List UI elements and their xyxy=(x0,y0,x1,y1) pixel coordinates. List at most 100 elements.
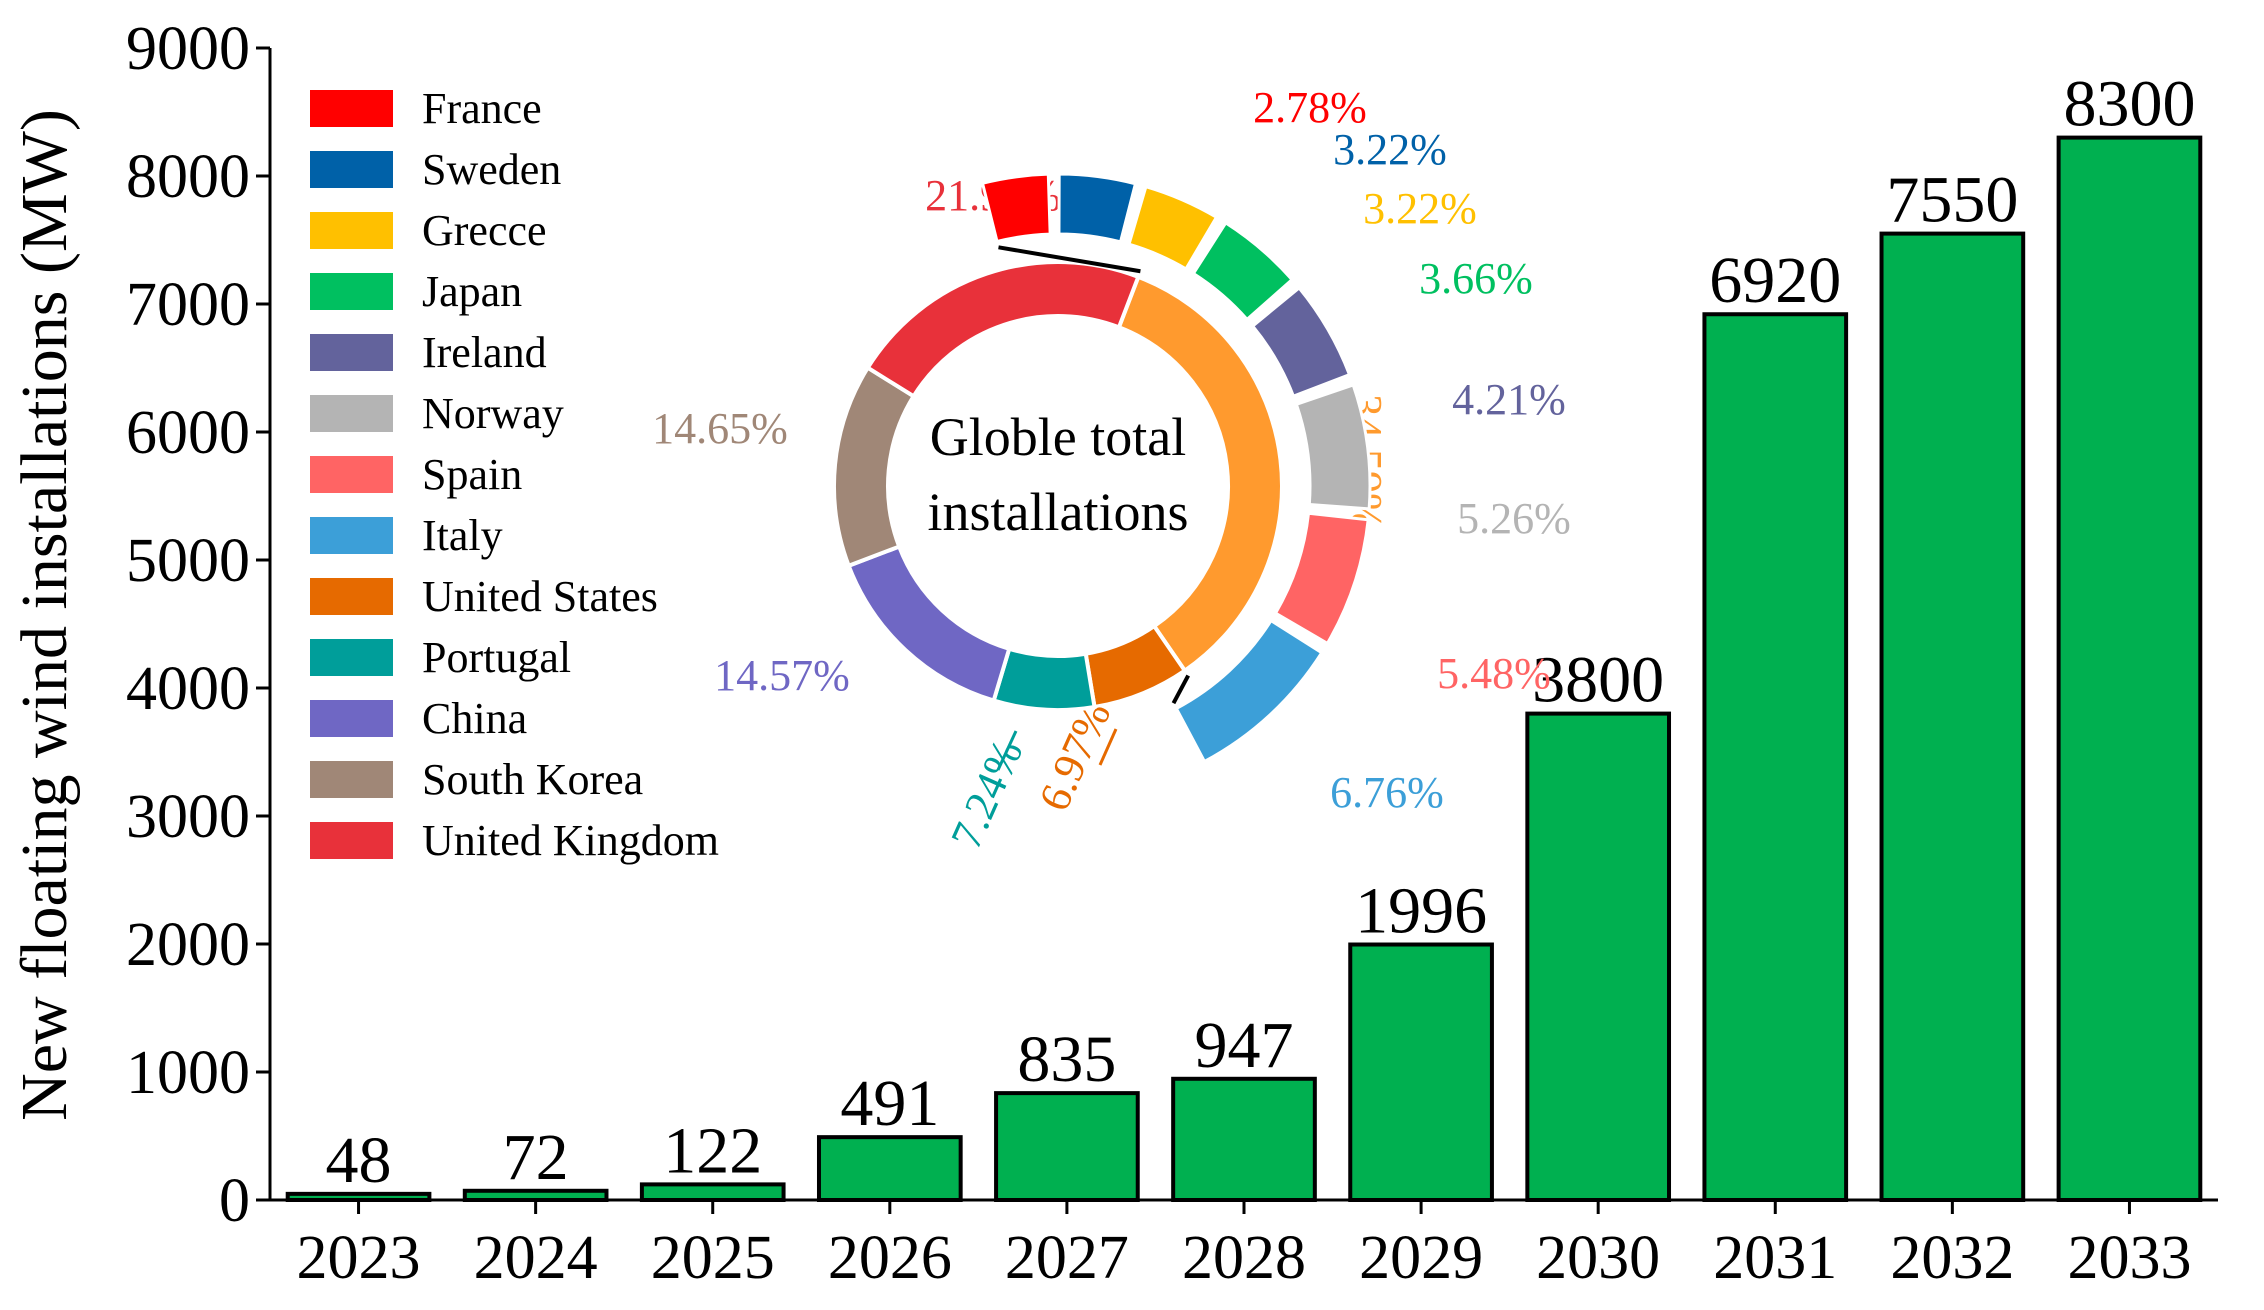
y-tick-label: 4000 xyxy=(126,655,250,723)
legend-label: Ireland xyxy=(422,328,547,377)
x-tick-label: 2030 xyxy=(1536,1224,1660,1292)
legend-label: France xyxy=(422,84,542,133)
donut-pct-label: 14.65% xyxy=(652,404,788,453)
y-tick-label: 9000 xyxy=(126,15,250,83)
breakdown-slice-sweden xyxy=(1057,172,1138,244)
bar-2026 xyxy=(816,1135,963,1202)
bar-2025 xyxy=(639,1182,786,1203)
legend-swatch xyxy=(310,212,393,249)
breakdown-slice-norway xyxy=(1294,383,1372,511)
bar-2031 xyxy=(1702,312,1849,1202)
y-tick-label: 3000 xyxy=(126,783,250,851)
legend-label: United Kingdom xyxy=(422,816,719,865)
y-tick-label: 8000 xyxy=(126,143,250,211)
legend: France Sweden Grecce Japan Ireland Norway Spai… xyxy=(310,84,719,865)
x-tick-label: 2031 xyxy=(1713,1224,1837,1292)
legend-label: Portugal xyxy=(422,633,571,682)
legend-swatch xyxy=(310,90,393,127)
legend-swatch xyxy=(310,639,393,676)
breakdown-slice-italy xyxy=(1174,618,1324,764)
legend-label: United States xyxy=(422,572,658,621)
donut-pct-label: 6.97% xyxy=(1029,694,1120,818)
legend-swatch xyxy=(310,456,393,493)
legend-swatch xyxy=(310,273,393,310)
legend-swatch xyxy=(310,761,393,798)
legend-label: Sweden xyxy=(422,145,561,194)
donut-chart: Globle total installations 34.59%6.97%7.… xyxy=(652,83,1571,856)
donut-center-line-1: Globle total xyxy=(930,407,1186,467)
x-tick-label: 2033 xyxy=(2067,1224,2191,1292)
legend-label: Norway xyxy=(422,389,564,438)
bar-2033 xyxy=(2056,135,2203,1203)
breakdown-slice-grecce xyxy=(1127,184,1219,271)
breakdown-pct-label: 5.48% xyxy=(1437,649,1551,698)
legend-swatch xyxy=(310,517,393,554)
leader-line xyxy=(996,730,1018,771)
breakdown-pct-label: 5.26% xyxy=(1457,494,1571,543)
donut-slice-portugal xyxy=(991,646,1097,712)
legend-swatch xyxy=(310,151,393,188)
bar-2032 xyxy=(1879,231,2026,1203)
legend-swatch xyxy=(310,334,393,371)
bar-value-label: 48 xyxy=(326,1124,392,1197)
donut-slice-others xyxy=(1116,274,1284,674)
bar-value-label: 947 xyxy=(1195,1009,1294,1082)
legend-swatch xyxy=(310,578,393,615)
connector-line xyxy=(998,245,1141,274)
bar-value-label: 491 xyxy=(840,1067,939,1140)
breakdown-pct-label: 3.22% xyxy=(1363,184,1477,233)
donut-pct-label: 14.57% xyxy=(714,651,850,700)
legend-label: Italy xyxy=(422,511,503,560)
axes: 0 1000 2000 3000 4000 5000 6000 7000 8000 9000 202… xyxy=(126,15,2218,1292)
legend-label: Grecce xyxy=(422,206,547,255)
legend-swatch xyxy=(310,700,393,737)
y-tick-label: 6000 xyxy=(126,399,250,467)
breakdown-slice-japan xyxy=(1191,220,1295,322)
x-tick-label: 2032 xyxy=(1890,1224,2014,1292)
bar-series: 48 72 122 491 835 947 1996 3800 6920 7550 8300 xyxy=(285,68,2203,1203)
x-tick-label: 2028 xyxy=(1182,1224,1306,1292)
y-axis-label: New floating wind installations (MW) xyxy=(8,109,81,1121)
breakdown-pct-label: 3.22% xyxy=(1333,125,1447,174)
legend-label: South Korea xyxy=(422,755,643,804)
bar-value-label: 122 xyxy=(663,1114,762,1187)
connector-line xyxy=(1171,674,1190,705)
bar-2028 xyxy=(1171,1076,1317,1203)
legend-label: Japan xyxy=(422,267,522,316)
bar-value-label: 6920 xyxy=(1709,244,1841,317)
bar-value-label: 72 xyxy=(503,1121,569,1194)
donut-slice-united-kingdom xyxy=(865,260,1141,399)
breakdown-slice-ireland xyxy=(1250,285,1352,399)
x-tick-label: 2025 xyxy=(651,1224,775,1292)
y-tick-label: 7000 xyxy=(126,271,250,339)
bar-value-label: 8300 xyxy=(2063,68,2195,141)
x-tick-label: 2026 xyxy=(828,1224,952,1292)
y-tick-label: 1000 xyxy=(126,1039,250,1107)
bar-value-label: 835 xyxy=(1017,1023,1116,1096)
bar-2030 xyxy=(1525,711,1672,1202)
donut-slice-china xyxy=(846,543,1012,704)
y-tick-label: 2000 xyxy=(126,911,250,979)
y-tick-label: 5000 xyxy=(126,527,250,595)
donut-center-line-2: installations xyxy=(928,482,1189,542)
bar-2023 xyxy=(285,1191,432,1202)
legend-swatch xyxy=(310,822,393,859)
legend-label: China xyxy=(422,694,527,743)
breakdown-slice-spain xyxy=(1273,511,1370,646)
y-tick-label: 0 xyxy=(219,1167,250,1235)
x-tick-label: 2023 xyxy=(297,1224,421,1292)
bar-value-label: 7550 xyxy=(1886,164,2018,237)
breakdown-pct-label: 2.78% xyxy=(1253,83,1367,132)
x-tick-label: 2029 xyxy=(1359,1224,1483,1292)
bar-2027 xyxy=(994,1091,1140,1202)
legend-label: Spain xyxy=(422,450,522,499)
donut-pct-label: 7.24% xyxy=(941,732,1032,856)
breakdown-pct-label: 4.21% xyxy=(1452,375,1566,424)
leader-line xyxy=(1098,728,1118,766)
legend-swatch xyxy=(310,395,393,432)
breakdown-pct-label: 3.66% xyxy=(1419,254,1533,303)
bar-value-label: 3800 xyxy=(1532,644,1664,717)
bar-2029 xyxy=(1348,942,1494,1203)
breakdown-pct-label: 6.76% xyxy=(1330,768,1444,817)
